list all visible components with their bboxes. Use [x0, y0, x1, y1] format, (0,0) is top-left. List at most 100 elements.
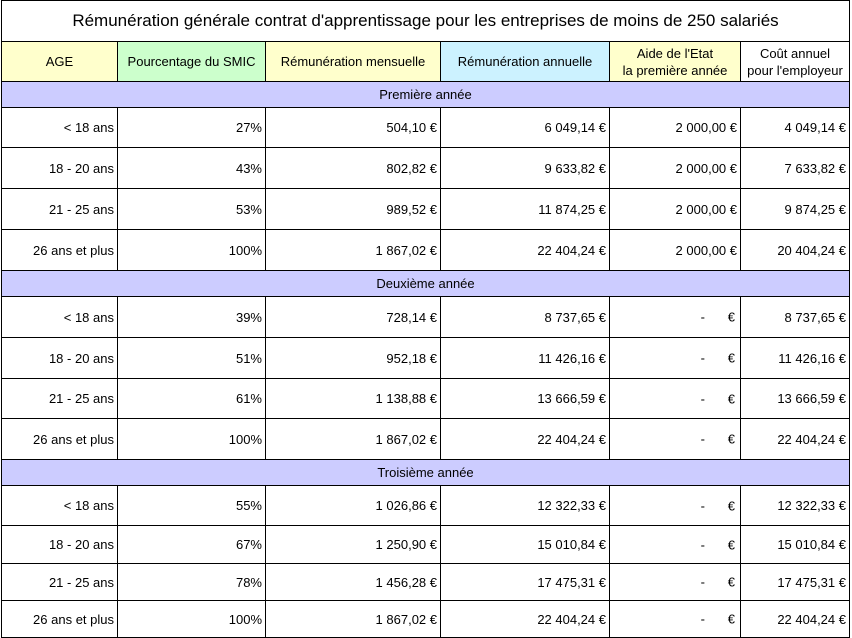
cell-annuelle: 22 404,24 € — [440, 418, 610, 460]
cell-mensuelle: 952,18 € — [265, 337, 441, 379]
table-row: < 18 ans 27% 504,10 € 6 049,14 € 2 000,0… — [1, 107, 850, 148]
table-row: 18 - 20 ans 43% 802,82 € 9 633,82 € 2 00… — [1, 147, 850, 189]
cell-pct: 67% — [117, 525, 266, 564]
cell-aide: 2 000,00 € — [609, 229, 741, 271]
table-row: 21 - 25 ans 61% 1 138,88 € 13 666,59 € -… — [1, 378, 850, 419]
cell-annuelle: 22 404,24 € — [440, 229, 610, 271]
cell-mensuelle: 1 867,02 € — [265, 229, 441, 271]
aide-currency: € — [727, 611, 735, 627]
section-label: Première année — [1, 81, 850, 108]
table-row: 18 - 20 ans 51% 952,18 € 11 426,16 € - € … — [1, 337, 850, 379]
cell-aide: - € — [609, 378, 741, 419]
cell-pct: 51% — [117, 337, 266, 379]
aide-currency: € — [727, 309, 735, 325]
table-row: < 18 ans 55% 1 026,86 € 12 322,33 € - € 1… — [1, 485, 850, 526]
header-cout-line2: pour l'employeur — [747, 62, 843, 78]
aide-currency: € — [727, 350, 735, 366]
section-header-row: Première année — [1, 81, 850, 108]
header-age: AGE — [1, 41, 118, 82]
cell-age: 21 - 25 ans — [1, 563, 118, 601]
cell-aide: - € — [609, 337, 741, 379]
cell-pct: 53% — [117, 188, 266, 230]
cell-pct: 55% — [117, 485, 266, 526]
cell-age: 26 ans et plus — [1, 229, 118, 271]
aide-currency: € — [727, 537, 735, 552]
cell-pct: 100% — [117, 229, 266, 271]
table-row: 21 - 25 ans 78% 1 456,28 € 17 475,31 € -… — [1, 563, 850, 601]
aide-currency: € — [727, 391, 735, 406]
aide-dash: - — [700, 350, 705, 366]
cell-pct: 78% — [117, 563, 266, 601]
cell-annuelle: 8 737,65 € — [440, 296, 610, 338]
aide-dash: - — [700, 391, 705, 406]
cell-aide: - € — [609, 563, 741, 601]
cell-pct: 39% — [117, 296, 266, 338]
cell-pct: 43% — [117, 147, 266, 189]
cell-cout: 22 404,24 € — [740, 418, 850, 460]
cell-age: < 18 ans — [1, 485, 118, 526]
cell-annuelle: 6 049,14 € — [440, 107, 610, 148]
aide-currency: € — [727, 431, 735, 447]
cell-cout: 15 010,84 € — [740, 525, 850, 564]
cell-cout: 4 049,14 € — [740, 107, 850, 148]
cell-mensuelle: 802,82 € — [265, 147, 441, 189]
title-row: Rémunération générale contrat d'apprenti… — [1, 0, 850, 42]
cell-aide: - € — [609, 296, 741, 338]
aide-dash: - — [700, 431, 705, 447]
header-row: AGE Pourcentage du SMIC Rémunération men… — [1, 41, 850, 82]
header-annuelle: Rémunération annuelle — [440, 41, 610, 82]
cell-aide: 2 000,00 € — [609, 188, 741, 230]
cell-mensuelle: 1 250,90 € — [265, 525, 441, 564]
aide-currency: € — [727, 498, 735, 513]
cell-age: 18 - 20 ans — [1, 147, 118, 189]
table-row: 18 - 20 ans 67% 1 250,90 € 15 010,84 € -… — [1, 525, 850, 564]
cell-mensuelle: 504,10 € — [265, 107, 441, 148]
cell-annuelle: 9 633,82 € — [440, 147, 610, 189]
cell-mensuelle: 1 026,86 € — [265, 485, 441, 526]
cell-aide: 2 000,00 € — [609, 147, 741, 189]
cell-cout: 17 475,31 € — [740, 563, 850, 601]
header-aide-line2: la première année — [622, 62, 728, 78]
cell-age: 21 - 25 ans — [1, 188, 118, 230]
cell-annuelle: 17 475,31 € — [440, 563, 610, 601]
cell-annuelle: 13 666,59 € — [440, 378, 610, 419]
cell-mensuelle: 728,14 € — [265, 296, 441, 338]
aide-dash: - — [700, 611, 705, 627]
cell-aide: - € — [609, 525, 741, 564]
cell-aide: - € — [609, 418, 741, 460]
cell-cout: 13 666,59 € — [740, 378, 850, 419]
cell-mensuelle: 989,52 € — [265, 188, 441, 230]
aide-dash: - — [700, 574, 705, 590]
cell-pct: 100% — [117, 418, 266, 460]
cell-cout: 7 633,82 € — [740, 147, 850, 189]
header-cout: Coût annuel pour l'employeur — [740, 41, 850, 82]
cell-cout: 9 874,25 € — [740, 188, 850, 230]
cell-age: < 18 ans — [1, 107, 118, 148]
cell-aide: - € — [609, 485, 741, 526]
section-label: Troisième année — [1, 459, 850, 486]
cell-cout: 8 737,65 € — [740, 296, 850, 338]
cell-annuelle: 12 322,33 € — [440, 485, 610, 526]
cell-age: 18 - 20 ans — [1, 337, 118, 379]
table-row: 21 - 25 ans 53% 989,52 € 11 874,25 € 2 0… — [1, 188, 850, 230]
cell-mensuelle: 1 867,02 € — [265, 418, 441, 460]
section-header-row: Troisième année — [1, 459, 850, 486]
section-label: Deuxième année — [1, 270, 850, 297]
cell-cout: 20 404,24 € — [740, 229, 850, 271]
cell-cout: 12 322,33 € — [740, 485, 850, 526]
cell-pct: 61% — [117, 378, 266, 419]
cell-pct: 27% — [117, 107, 266, 148]
table-row: < 18 ans 39% 728,14 € 8 737,65 € - € 8 73… — [1, 296, 850, 338]
cell-age: 26 ans et plus — [1, 418, 118, 460]
cell-age: 21 - 25 ans — [1, 378, 118, 419]
header-aide: Aide de l'Etat la première année — [609, 41, 741, 82]
cell-cout: 11 426,16 € — [740, 337, 850, 379]
aide-dash: - — [700, 309, 705, 325]
section-header-row: Deuxième année — [1, 270, 850, 297]
header-mensuelle: Rémunération mensuelle — [265, 41, 441, 82]
header-cout-line1: Coût annuel — [759, 45, 831, 61]
cell-age: < 18 ans — [1, 296, 118, 338]
header-aide-line1: Aide de l'Etat — [636, 45, 714, 61]
